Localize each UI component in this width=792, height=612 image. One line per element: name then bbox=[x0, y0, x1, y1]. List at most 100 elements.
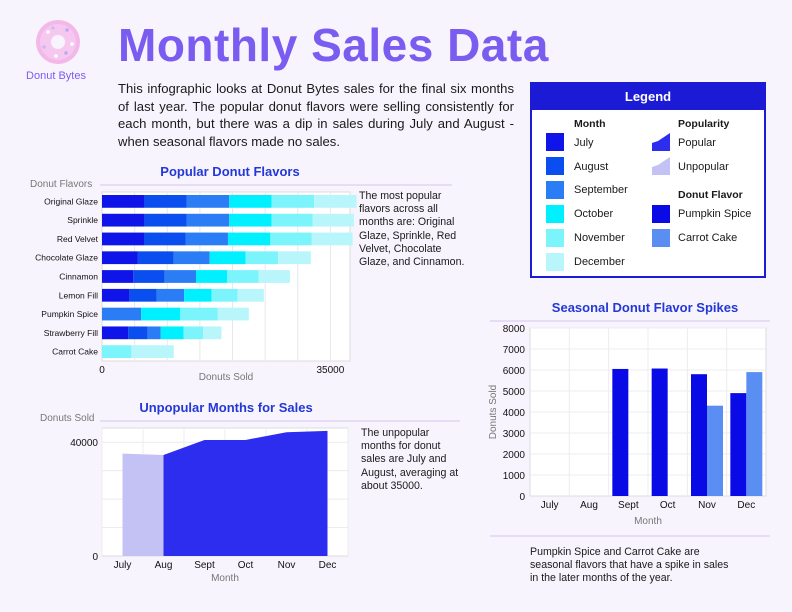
y-axis-label: Donut Flavors bbox=[30, 179, 92, 190]
x-tick-july: July bbox=[541, 500, 559, 511]
popular-flavors-title: Popular Donut Flavors bbox=[160, 164, 300, 179]
bar-original-glaze-november bbox=[271, 195, 315, 208]
y-tick-5000: 5000 bbox=[503, 387, 526, 398]
bar-red-velvet-october bbox=[227, 232, 271, 246]
bar-pumpkin-spice-december bbox=[217, 307, 249, 321]
bar-strawberry-fill-july bbox=[102, 326, 129, 340]
bar-original-glaze-december bbox=[314, 195, 357, 208]
category-label-cinnamon: Cinnamon bbox=[59, 272, 98, 282]
legend-item-december: December bbox=[574, 256, 625, 268]
category-label-pumpkin-spice: Pumpkin Spice bbox=[41, 309, 98, 319]
bar-red-velvet-november bbox=[270, 232, 312, 246]
bar-cinnamon-december bbox=[258, 270, 290, 283]
bar-sprinkle-august bbox=[144, 213, 187, 227]
bar-original-glaze-july bbox=[102, 195, 145, 208]
bar-red-velvet-december bbox=[311, 232, 353, 246]
legend-swatch-carrot-cake bbox=[652, 229, 670, 247]
legend-title: Legend bbox=[532, 84, 764, 110]
category-label-sprinkle: Sprinkle bbox=[67, 215, 98, 225]
bar-cinnamon-november bbox=[227, 270, 259, 283]
legend: Legend Month July August September Octob… bbox=[530, 82, 766, 278]
bar-carrot-cake-november bbox=[102, 345, 132, 358]
seasonal-spikes-chart: 0 1000 2000 3000 4000 5000 6000 7000 8000 July Aug… bbox=[488, 324, 767, 527]
donut-bytes-logo: Donut Bytes bbox=[26, 20, 86, 82]
legend-item-pumpkin-spice: Pumpkin Spice bbox=[678, 208, 752, 220]
bar-chocolate-glaze-september bbox=[173, 251, 210, 265]
bar-lemon-fill-october bbox=[184, 288, 212, 302]
x-tick-aug: Aug bbox=[155, 560, 173, 571]
y-tick-40000: 40000 bbox=[70, 438, 98, 449]
legend-item-popular: Popular bbox=[678, 137, 716, 149]
x-tick-nov: Nov bbox=[278, 560, 296, 571]
legend-item-unpopular: Unpopular bbox=[678, 161, 729, 173]
category-label-red-velvet: Red Velvet bbox=[57, 234, 99, 244]
popular-flavors-text: The most popular flavors across all mont… bbox=[359, 190, 465, 269]
legend-swatch-august bbox=[546, 157, 564, 175]
bar-pumpkin-spice-nov bbox=[691, 374, 707, 496]
y-tick-3000: 3000 bbox=[503, 429, 526, 440]
legend-item-october: October bbox=[574, 208, 614, 220]
bar-strawberry-fill-september bbox=[147, 326, 161, 340]
bar-lemon-fill-august bbox=[129, 288, 157, 302]
category-label-strawberry-fill: Strawberry Fill bbox=[44, 328, 98, 338]
legend-popularity-heading: Popularity bbox=[678, 118, 730, 130]
x-tick-dec: Dec bbox=[319, 560, 337, 571]
legend-flavor-heading: Donut Flavor bbox=[678, 189, 743, 201]
legend-swatch-october bbox=[546, 205, 564, 223]
legend-swatch-november bbox=[546, 229, 564, 247]
x-tick-oct: Oct bbox=[660, 500, 676, 511]
bar-sprinkle-october bbox=[229, 213, 272, 227]
bar-carrot-cake-dec bbox=[746, 372, 763, 496]
bar-original-glaze-september bbox=[186, 195, 230, 208]
intro-text: This infographic looks at Donut Bytes sa… bbox=[118, 81, 514, 149]
legend-item-august: August bbox=[574, 161, 609, 173]
legend-month-heading: Month bbox=[574, 118, 606, 130]
bar-pumpkin-spice-october bbox=[141, 307, 181, 321]
legend-swatch-july bbox=[546, 133, 564, 151]
bar-cinnamon-september bbox=[164, 270, 196, 283]
category-label-chocolate-glaze: Chocolate Glaze bbox=[35, 253, 98, 263]
bar-chocolate-glaze-july bbox=[102, 251, 138, 265]
legend-swatch-unpopular bbox=[652, 157, 670, 175]
bar-strawberry-fill-october bbox=[160, 326, 184, 340]
x-tick-sept: Sept bbox=[194, 560, 215, 571]
x-tick-sept: Sept bbox=[618, 500, 639, 511]
unpopular-months-title: Unpopular Months for Sales bbox=[139, 400, 313, 415]
popular-flavors-chart: Original Glaze Sprinkle Red Velvet Chocolat… bbox=[30, 179, 357, 383]
legend-item-november: November bbox=[574, 232, 625, 244]
bar-lemon-fill-september bbox=[156, 288, 185, 302]
legend-item-july: July bbox=[574, 137, 594, 149]
donut-icon bbox=[36, 20, 80, 64]
bar-cinnamon-july bbox=[102, 270, 134, 283]
bar-red-velvet-august bbox=[144, 232, 186, 246]
y-axis-label: Donuts Sold bbox=[40, 413, 94, 424]
legend-swatch-popular bbox=[652, 133, 670, 151]
x-axis-label: Month bbox=[211, 573, 239, 584]
bar-original-glaze-october bbox=[229, 195, 272, 208]
x-axis-label: Month bbox=[634, 516, 662, 527]
category-label-lemon-fill: Lemon Fill bbox=[59, 290, 98, 300]
bar-cinnamon-october bbox=[195, 270, 228, 283]
bar-chocolate-glaze-august bbox=[137, 251, 174, 265]
bar-chocolate-glaze-october bbox=[209, 251, 246, 265]
y-tick-0: 0 bbox=[519, 492, 525, 503]
bar-strawberry-fill-november bbox=[183, 326, 204, 340]
unpopular-months-chart: July Aug Sept Oct Nov Dec 0 40000 Month Donuts So… bbox=[40, 413, 349, 584]
bar-sprinkle-july bbox=[102, 213, 145, 227]
bar-pumpkin-spice-september bbox=[102, 307, 142, 321]
legend-swatch-december bbox=[546, 253, 564, 271]
y-tick-2000: 2000 bbox=[503, 450, 526, 461]
area-unpopular bbox=[122, 453, 164, 556]
x-tick-nov: Nov bbox=[698, 500, 716, 511]
bar-pumpkin-spice-oct bbox=[651, 368, 668, 496]
unpopular-months-rule bbox=[100, 420, 460, 422]
bar-original-glaze-august bbox=[144, 195, 187, 208]
seasonal-spikes-bottom-rule bbox=[490, 535, 770, 537]
bar-lemon-fill-december bbox=[237, 288, 264, 302]
y-tick-7000: 7000 bbox=[503, 345, 526, 356]
bar-carrot-cake-nov bbox=[707, 405, 723, 496]
bar-chocolate-glaze-december bbox=[278, 251, 311, 265]
bar-carrot-cake-december bbox=[131, 345, 174, 358]
brand-name: Donut Bytes bbox=[26, 70, 86, 82]
x-axis-label: Donuts Sold bbox=[199, 372, 253, 383]
